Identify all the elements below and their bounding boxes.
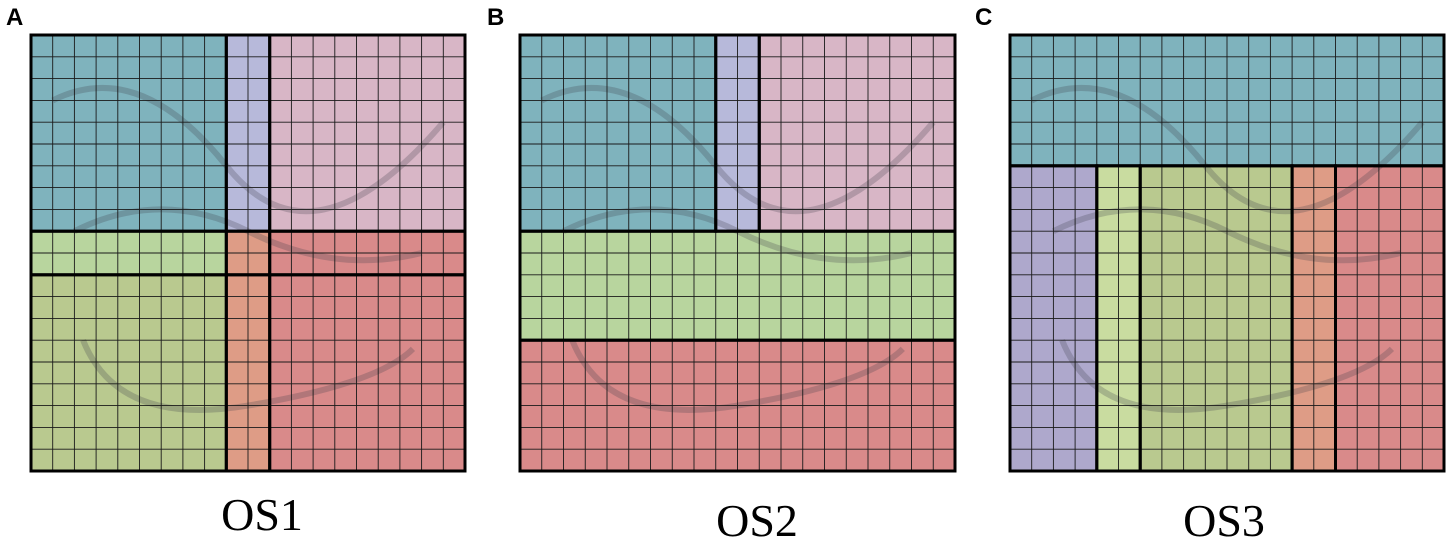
region-bottom-band-border — [518, 338, 957, 473]
region-bottom-right-border — [268, 273, 467, 473]
region-top-right — [759, 35, 955, 232]
panel-letter-c: C — [975, 4, 993, 31]
texture-curve — [540, 84, 936, 215]
grid-lines — [1010, 35, 1444, 471]
region-bottom-right — [269, 274, 465, 471]
region-top-right — [269, 35, 465, 232]
texture-curve — [1030, 84, 1425, 215]
texture-curve — [51, 84, 446, 215]
grid-lines — [520, 35, 955, 471]
region-bottom-left — [31, 274, 227, 471]
region-right-border — [1334, 164, 1446, 473]
panel-a-caption: OS1 — [221, 489, 303, 540]
panel-a-diagram — [29, 33, 467, 473]
region-top-left — [520, 35, 716, 232]
region-top-left — [31, 35, 227, 232]
panel-b-diagram — [518, 33, 957, 473]
panel-letter-b: B — [487, 4, 505, 31]
panel-c-diagram — [1008, 33, 1446, 473]
panel-letter-a: A — [6, 4, 24, 31]
panel-c-caption: OS3 — [1183, 495, 1265, 546]
grid-lines — [31, 35, 465, 471]
panel-b-caption: OS2 — [716, 495, 798, 546]
